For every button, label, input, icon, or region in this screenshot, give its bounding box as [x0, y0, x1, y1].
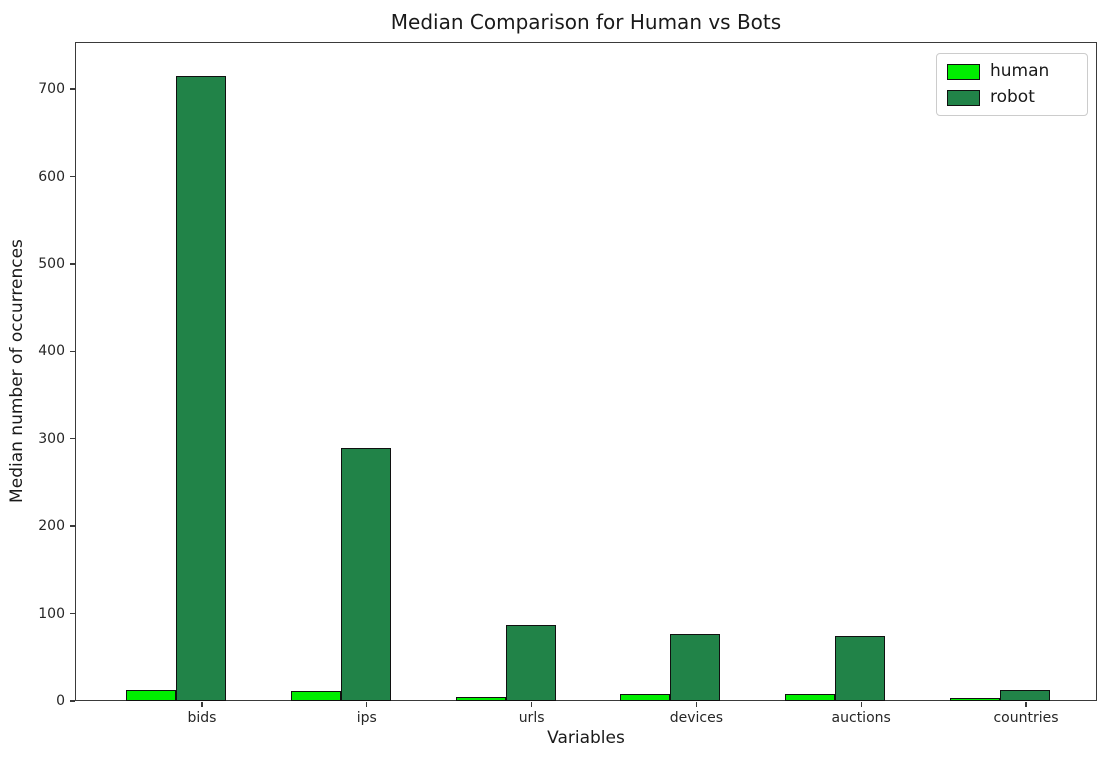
legend-swatch-human — [947, 63, 980, 80]
bar-robot-countries — [1000, 689, 1050, 701]
x-tick-mark — [366, 702, 368, 707]
y-tick-label: 100 — [38, 605, 65, 622]
y-tick-mark — [70, 525, 75, 527]
x-tick-mark — [860, 702, 862, 707]
bar-robot-ips — [340, 447, 391, 701]
x-tick-mark — [201, 702, 203, 707]
x-tick-label: urls — [518, 710, 545, 726]
y-tick-mark — [70, 175, 75, 178]
legend-item-human: human — [947, 61, 1077, 82]
x-tick-mark — [695, 702, 698, 707]
bar-robot-devices — [670, 633, 721, 701]
legend-label-human: human — [990, 61, 1050, 81]
legend-label-robot: robot — [990, 87, 1035, 107]
legend-swatch-robot — [947, 89, 980, 106]
y-tick-mark — [70, 700, 75, 702]
bar-human-urls — [455, 696, 506, 701]
legend-item-robot: robot — [947, 87, 1077, 108]
x-tick-label: countries — [993, 710, 1059, 726]
y-tick-mark — [70, 88, 75, 90]
plot-area — [75, 42, 1097, 701]
x-tick-label: ips — [356, 710, 377, 726]
y-tick-label: 200 — [38, 518, 65, 535]
bar-robot-urls — [505, 624, 556, 701]
x-axis-label: Variables — [547, 728, 625, 748]
bar-human-ips — [290, 691, 341, 701]
bar-robot-bids — [176, 76, 226, 701]
bar-human-bids — [126, 689, 176, 701]
bar-human-auctions — [785, 694, 836, 701]
x-tick-label: auctions — [831, 710, 891, 726]
y-tick-label: 700 — [38, 81, 65, 98]
x-tick-label: devices — [669, 710, 724, 726]
chart-title: Median Comparison for Human vs Bots — [390, 10, 782, 34]
y-tick-mark — [70, 612, 75, 615]
legend: human robot — [936, 53, 1088, 116]
x-tick-mark — [1025, 702, 1027, 707]
y-tick-label: 300 — [38, 430, 65, 447]
y-axis-label: Median number of occurrences — [7, 239, 27, 503]
y-tick-mark — [70, 350, 75, 353]
y-tick-label: 0 — [56, 693, 65, 709]
bar-human-countries — [950, 698, 1000, 701]
bar-robot-auctions — [835, 636, 886, 701]
x-tick-label: bids — [187, 710, 217, 726]
y-tick-label: 500 — [38, 255, 65, 272]
x-tick-mark — [530, 702, 533, 707]
y-tick-label: 400 — [38, 343, 65, 360]
bar-human-devices — [620, 694, 671, 701]
y-tick-mark — [70, 438, 75, 440]
y-tick-label: 600 — [38, 168, 65, 185]
y-tick-mark — [70, 263, 75, 265]
